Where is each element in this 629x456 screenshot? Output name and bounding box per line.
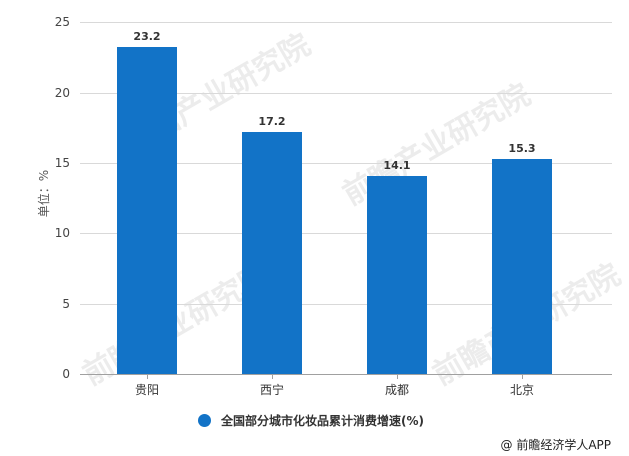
y-tick: 5 — [62, 297, 70, 311]
gridline-10 — [80, 233, 612, 234]
x-tick-mark — [147, 374, 148, 379]
bar-value-label: 14.1 — [383, 159, 411, 172]
source-credit: @ 前瞻经济学人APP — [500, 438, 612, 452]
x-tick-mark — [522, 374, 523, 379]
x-tick-label: 成都 — [384, 383, 409, 397]
bar-value-label: 17.2 — [258, 115, 286, 128]
x-axis-line — [80, 374, 612, 375]
gridline-25 — [80, 22, 612, 23]
x-tick-label: 贵阳 — [134, 383, 159, 397]
gridline-20 — [80, 93, 612, 94]
x-tick-label: 西宁 — [259, 383, 284, 397]
x-tick-mark — [397, 374, 398, 379]
legend-marker-icon — [198, 414, 211, 427]
gridline-15 — [80, 163, 612, 164]
y-tick: 25 — [54, 15, 70, 29]
gridline-5 — [80, 304, 612, 305]
bar-value-label: 23.2 — [133, 30, 161, 43]
y-tick: 0 — [62, 367, 70, 381]
bar-beijing — [492, 159, 552, 374]
bar-xining — [242, 132, 302, 374]
x-tick-mark — [272, 374, 273, 379]
y-tick: 20 — [54, 86, 70, 100]
x-tick-label: 北京 — [509, 383, 534, 397]
y-axis-label: 单位：% — [37, 169, 52, 218]
y-tick: 15 — [54, 156, 70, 170]
bar-value-label: 15.3 — [508, 142, 536, 155]
legend[interactable]: 全国部分城市化妆品累计消费增速(%) — [198, 412, 424, 429]
legend-label: 全国部分城市化妆品累计消费增速(%) — [221, 414, 424, 428]
bar-guiyang — [117, 47, 177, 374]
bar-chengdu — [367, 176, 427, 374]
y-tick: 10 — [54, 226, 70, 240]
